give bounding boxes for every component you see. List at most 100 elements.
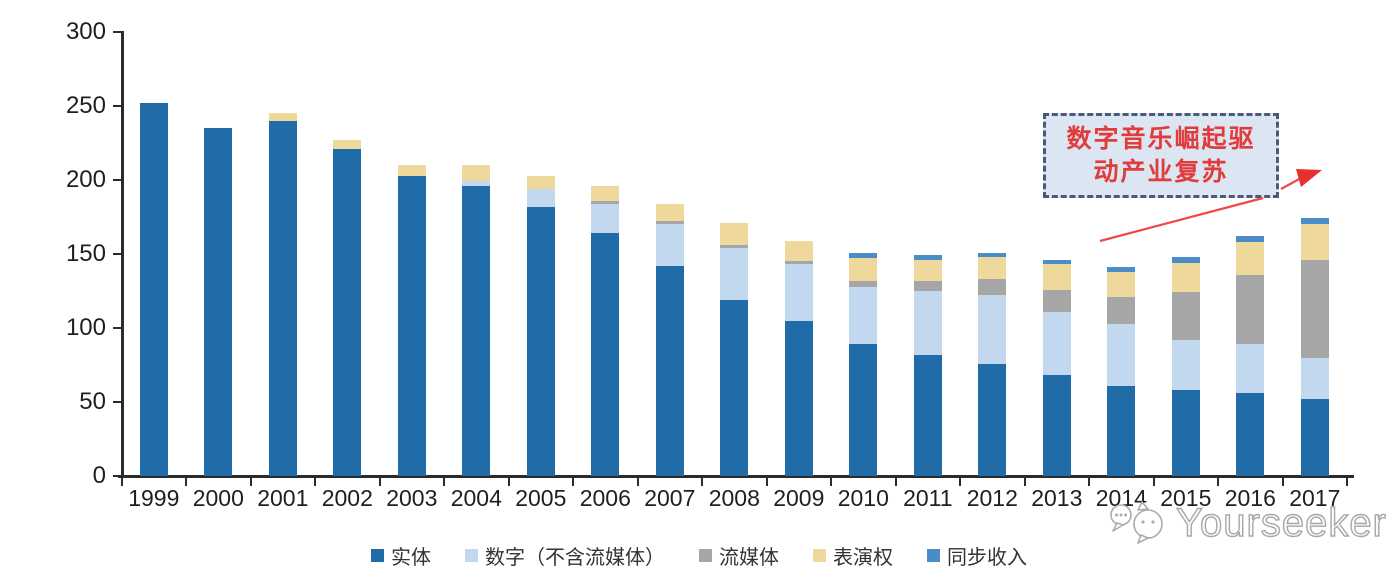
x-tick-label: 2004: [450, 485, 502, 511]
y-axis-tick: [113, 327, 121, 329]
legend-chip: [371, 549, 384, 562]
bar-segment-2006: [591, 233, 620, 476]
bar-segment-2015: [1171, 390, 1200, 476]
x-tick-label: 2010: [837, 485, 889, 511]
bar-segment-2011: [913, 255, 942, 260]
bar-segment-2016: [1236, 393, 1265, 476]
bar-segment-2006: [591, 185, 620, 201]
x-tick-label: 2017: [1289, 485, 1341, 511]
bar-segment-2006: [591, 203, 620, 234]
bar-segment-2015: [1171, 292, 1200, 340]
y-axis-tick: [113, 105, 121, 107]
bar-segment-2013: [1042, 311, 1071, 376]
bar-segment-2004: [462, 181, 491, 186]
y-tick-label: 250: [65, 92, 106, 119]
bar-segment-2007: [655, 203, 684, 222]
bar-segment-2001: [268, 120, 297, 476]
bar-segment-2005: [526, 206, 555, 476]
bar-segment-2006: [591, 200, 620, 204]
x-axis-tick: [1023, 478, 1026, 486]
bar-segment-2002: [333, 148, 362, 476]
x-axis-tick: [959, 478, 962, 486]
x-tick-label: 1999: [128, 485, 180, 511]
legend-item: 数字（不含流媒体）: [465, 541, 665, 570]
bar-segment-2013: [1042, 289, 1071, 312]
legend-label: 数字（不含流媒体）: [485, 547, 665, 569]
bar-segment-2015: [1171, 262, 1200, 293]
x-axis-tick: [701, 478, 704, 486]
x-axis-tick: [1217, 478, 1220, 486]
y-axis-tick: [113, 179, 121, 181]
watermark-logo-icon: [1110, 501, 1163, 544]
y-tick-label: 300: [65, 18, 106, 45]
bar-segment-2010: [849, 280, 878, 287]
bar-segment-2013: [1042, 259, 1071, 265]
x-axis-tick: [572, 478, 575, 486]
bar-segment-2016: [1236, 344, 1265, 394]
watermark-text: Yourseeker: [1175, 500, 1387, 545]
bar-segment-2008: [720, 245, 749, 249]
x-tick-label: 2015: [1160, 485, 1212, 511]
bar-segment-2007: [655, 224, 684, 266]
legend-item: 表演权: [813, 541, 893, 570]
bar-segment-2017: [1300, 399, 1329, 476]
y-tick-label: 0: [92, 462, 106, 489]
x-axis-tick: [894, 478, 897, 486]
x-axis-tick: [765, 478, 768, 486]
x-tick-label: 2007: [644, 485, 696, 511]
bar-segment-2014: [1107, 385, 1136, 476]
x-tick-label: 2006: [579, 485, 631, 511]
bar-segment-2017: [1300, 224, 1329, 260]
bar-segment-2012: [978, 256, 1007, 280]
bar-segment-2017: [1300, 218, 1329, 225]
bar-segment-2014: [1107, 296, 1136, 324]
x-axis-tick: [314, 478, 317, 486]
x-tick-label: 2001: [257, 485, 309, 511]
legend-label: 同步收入: [947, 547, 1027, 569]
bar-segment-2016: [1236, 242, 1265, 275]
x-axis-tick: [1088, 478, 1091, 486]
x-tick-label: 2012: [966, 485, 1018, 511]
bar-segment-2004: [462, 185, 491, 476]
bar-segment-2009: [784, 240, 813, 262]
x-tick-label: 2000: [192, 485, 244, 511]
x-tick-label: 2008: [708, 485, 760, 511]
x-tick-label: 2003: [386, 485, 438, 511]
bar-segment-2010: [849, 344, 878, 476]
y-axis-tick: [113, 401, 121, 403]
x-axis-tick: [443, 478, 446, 486]
bar-segment-2012: [978, 252, 1007, 257]
bar-segment-2012: [978, 363, 1007, 476]
y-axis-tick: [113, 31, 121, 33]
bar-segment-2009: [784, 320, 813, 476]
bar-segment-2005: [526, 188, 555, 207]
bar-segment-2013: [1042, 264, 1071, 290]
annotation-text-line1: 数字音乐崛起驱: [1066, 125, 1256, 153]
bar-segment-2007: [655, 265, 684, 476]
x-tick-label: 2011: [903, 485, 953, 511]
bar-segment-2017: [1300, 357, 1329, 400]
y-tick-label: 50: [79, 388, 106, 415]
bar-segment-2014: [1107, 267, 1136, 272]
legend-item: 实体: [371, 541, 431, 570]
bar-segment-2008: [720, 222, 749, 246]
bar-segment-2011: [913, 291, 942, 355]
bar-segment-2003: [397, 165, 426, 176]
legend-chip: [813, 549, 826, 562]
y-tick-label: 100: [65, 314, 106, 341]
y-tick-label: 150: [65, 240, 106, 267]
legend-item: 同步收入: [927, 541, 1027, 570]
bar-segment-2005: [526, 175, 555, 189]
watermark: Yourseeker: [1108, 498, 1387, 548]
annotation-text-line2: 动产业复苏: [1093, 158, 1229, 186]
bar-segment-2016: [1236, 236, 1265, 243]
x-tick-label: 2013: [1031, 485, 1083, 511]
bar-segment-2013: [1042, 375, 1071, 476]
bar-segment-2002: [333, 140, 362, 149]
bar-segment-2010: [849, 286, 878, 345]
bar-segment-2004: [462, 165, 491, 182]
legend-label: 实体: [391, 547, 431, 569]
bar-segment-2010: [849, 258, 878, 281]
x-tick-label: 2002: [321, 485, 373, 511]
